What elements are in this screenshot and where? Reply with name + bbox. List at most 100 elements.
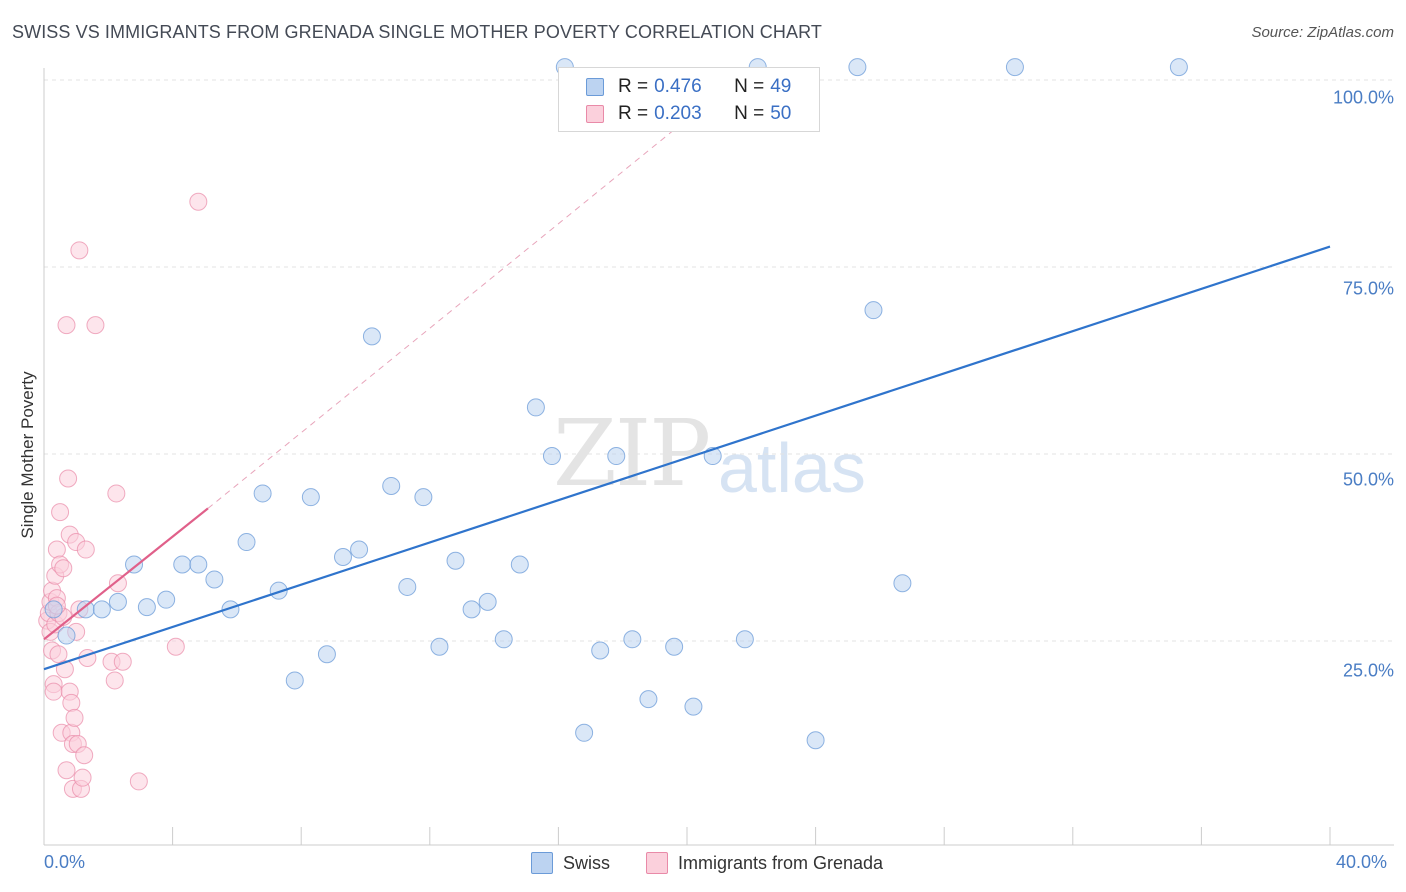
swiss-point bbox=[1005, 58, 1024, 77]
grenada-point bbox=[47, 540, 66, 559]
bottom-legend-swatch-grenada bbox=[646, 852, 668, 874]
legend-swatch-swiss bbox=[586, 78, 604, 96]
grenada-point bbox=[73, 768, 92, 787]
bottom-legend-swiss: Swiss bbox=[531, 852, 610, 874]
swiss-point bbox=[398, 577, 417, 596]
swiss-point bbox=[92, 600, 111, 619]
swiss-point bbox=[253, 484, 272, 503]
legend-r-label: R = bbox=[618, 103, 649, 124]
swiss-point bbox=[221, 600, 240, 619]
grenada-point bbox=[57, 316, 76, 335]
legend-row-grenada: R = 0.203 N = 50 bbox=[559, 101, 791, 127]
swiss-point bbox=[108, 592, 127, 611]
legend-swatch-grenada bbox=[586, 105, 604, 123]
x-tick-label: 0.0% bbox=[44, 852, 86, 872]
bottom-legend-grenada: Immigrants from Grenada bbox=[646, 852, 883, 874]
legend-n-value: 49 bbox=[770, 76, 792, 97]
y-tick-label: 100.0% bbox=[1332, 87, 1394, 108]
swiss-point bbox=[478, 592, 497, 611]
bottom-legend-label-swiss: Swiss bbox=[563, 852, 611, 873]
swiss-point bbox=[684, 697, 703, 716]
bottom-legend-label-grenada: Immigrants from Grenada bbox=[678, 852, 884, 873]
swiss-point bbox=[333, 548, 352, 567]
y-tick-label: 75.0% bbox=[1342, 278, 1394, 299]
grenada-point bbox=[62, 693, 81, 712]
grenada-point bbox=[55, 660, 74, 679]
legend: R = 0.476 N = 49 R = 0.203 N = 50 bbox=[558, 67, 820, 132]
swiss-point bbox=[735, 630, 754, 649]
bottom-legend-swatch-swiss bbox=[531, 852, 553, 874]
swiss-point bbox=[1169, 58, 1188, 77]
grenada-point bbox=[54, 559, 73, 578]
grenada-point bbox=[70, 241, 89, 260]
swiss-point bbox=[382, 476, 401, 495]
grenada-point bbox=[49, 645, 68, 664]
swiss-point bbox=[317, 645, 336, 664]
swiss-point bbox=[269, 581, 288, 600]
grenada-point bbox=[189, 192, 208, 211]
legend-n-label: N = bbox=[734, 103, 765, 124]
grenada-point bbox=[107, 484, 126, 503]
swiss-point bbox=[462, 600, 481, 619]
swiss-point bbox=[157, 590, 176, 609]
grenada-point bbox=[59, 469, 78, 488]
grenada-point bbox=[105, 671, 124, 690]
swiss-point bbox=[137, 598, 156, 617]
grenada-point bbox=[75, 746, 94, 765]
swiss-point bbox=[414, 488, 433, 507]
grenada-point bbox=[51, 503, 70, 522]
swiss-point bbox=[864, 301, 883, 320]
y-tick-label: 25.0% bbox=[1342, 660, 1394, 681]
grenada-point bbox=[113, 652, 132, 671]
swiss-point bbox=[125, 555, 144, 574]
legend-row-swiss: R = 0.476 N = 49 bbox=[559, 74, 791, 100]
x-tick-label: 40.0% bbox=[1336, 852, 1388, 872]
y-axis-label: Single Mother Poverty bbox=[18, 371, 37, 539]
swiss-point bbox=[848, 58, 867, 77]
legend-r-value: 0.203 bbox=[654, 103, 702, 124]
swiss-point bbox=[57, 626, 76, 645]
swiss-point bbox=[591, 641, 610, 660]
swiss-point bbox=[173, 555, 192, 574]
y-tick-label: 50.0% bbox=[1342, 469, 1394, 490]
grenada-point bbox=[57, 761, 76, 780]
swiss-point bbox=[623, 630, 642, 649]
swiss-trend-line bbox=[43, 245, 1331, 671]
swiss-point bbox=[285, 671, 304, 690]
swiss-point bbox=[446, 551, 465, 570]
grenada-point bbox=[86, 316, 105, 335]
legend-n-label: N = bbox=[734, 76, 765, 97]
swiss-point bbox=[639, 690, 658, 709]
grenada-trend-extension bbox=[207, 66, 752, 509]
swiss-point bbox=[189, 555, 208, 574]
grenada-point bbox=[129, 772, 148, 791]
grenada-point bbox=[108, 574, 127, 593]
legend-n-value: 50 bbox=[770, 103, 792, 124]
swiss-point bbox=[510, 555, 529, 574]
legend-r-label: R = bbox=[618, 76, 649, 97]
grenada-point bbox=[44, 682, 63, 701]
swiss-point bbox=[430, 637, 449, 656]
swiss-point bbox=[575, 723, 594, 742]
grenada-trend-line bbox=[43, 507, 209, 641]
swiss-point bbox=[237, 533, 256, 552]
grenada-point bbox=[65, 708, 84, 727]
swiss-point bbox=[362, 327, 381, 346]
chart-title: SWISS VS IMMIGRANTS FROM GRENADA SINGLE … bbox=[12, 22, 822, 42]
swiss-point bbox=[607, 447, 626, 466]
swiss-point bbox=[301, 488, 320, 507]
swiss-point bbox=[893, 574, 912, 593]
swiss-point bbox=[350, 540, 369, 559]
watermark-atlas: atlas bbox=[718, 429, 866, 507]
swiss-point bbox=[665, 637, 684, 656]
swiss-point bbox=[526, 398, 545, 417]
swiss-point bbox=[205, 570, 224, 589]
chart-source: Source: ZipAtlas.com bbox=[1251, 24, 1394, 41]
legend-r-value: 0.476 bbox=[654, 76, 702, 97]
grenada-point bbox=[166, 637, 185, 656]
swiss-point bbox=[494, 630, 513, 649]
swiss-point bbox=[542, 447, 561, 466]
swiss-point bbox=[806, 731, 825, 750]
swiss-point bbox=[44, 600, 63, 619]
